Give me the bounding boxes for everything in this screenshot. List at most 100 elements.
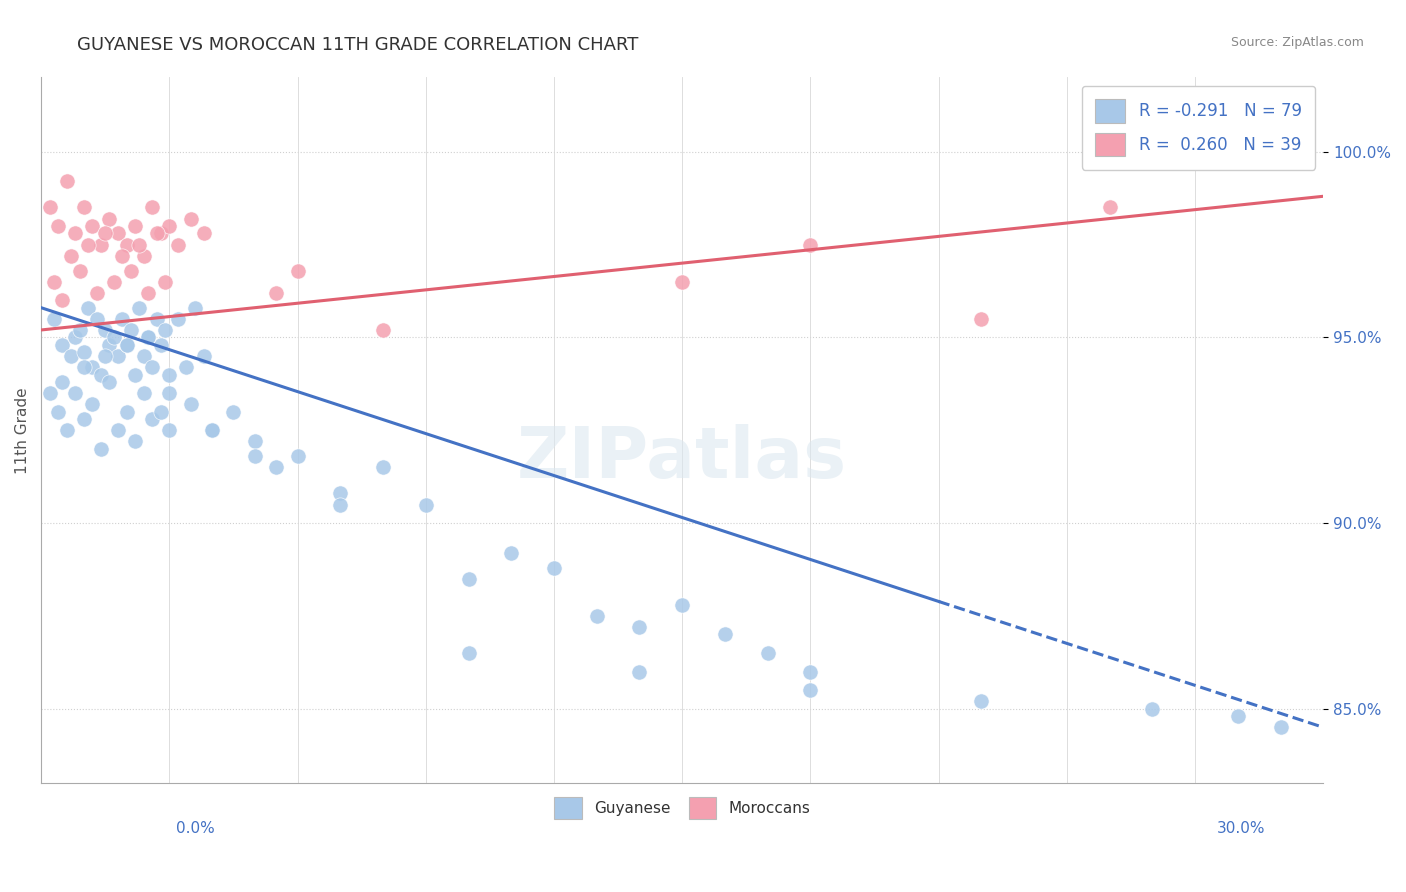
Point bbox=[73, 360, 96, 375]
Point bbox=[1142, 702, 1164, 716]
Point bbox=[714, 627, 737, 641]
Point bbox=[1226, 709, 1249, 723]
Point bbox=[107, 423, 129, 437]
Point bbox=[141, 201, 163, 215]
Point bbox=[77, 237, 100, 252]
Point bbox=[799, 683, 821, 698]
Point bbox=[243, 434, 266, 449]
Point bbox=[132, 349, 155, 363]
Point bbox=[82, 360, 104, 375]
Text: 0.0%: 0.0% bbox=[176, 821, 215, 836]
Point bbox=[457, 572, 479, 586]
Point bbox=[201, 423, 224, 437]
Point bbox=[799, 237, 821, 252]
Point bbox=[287, 449, 309, 463]
Point bbox=[415, 498, 437, 512]
Point bbox=[201, 423, 224, 437]
Point bbox=[132, 249, 155, 263]
Point bbox=[243, 449, 266, 463]
Point bbox=[149, 338, 172, 352]
Point bbox=[107, 227, 129, 241]
Point bbox=[38, 386, 60, 401]
Point bbox=[42, 311, 65, 326]
Point bbox=[180, 397, 202, 411]
Point bbox=[970, 694, 993, 708]
Point bbox=[111, 311, 134, 326]
Point bbox=[115, 237, 138, 252]
Point bbox=[55, 423, 77, 437]
Point bbox=[60, 349, 83, 363]
Point bbox=[103, 330, 125, 344]
Point bbox=[73, 201, 96, 215]
Point bbox=[585, 608, 607, 623]
Point bbox=[193, 227, 215, 241]
Point bbox=[157, 423, 180, 437]
Point bbox=[153, 275, 176, 289]
Point bbox=[94, 349, 117, 363]
Point bbox=[86, 285, 108, 300]
Point bbox=[371, 323, 394, 337]
Point bbox=[799, 665, 821, 679]
Point bbox=[157, 219, 180, 233]
Point bbox=[120, 323, 142, 337]
Point bbox=[98, 375, 121, 389]
Point bbox=[94, 323, 117, 337]
Point bbox=[69, 263, 91, 277]
Point bbox=[65, 227, 87, 241]
Point bbox=[86, 311, 108, 326]
Point bbox=[136, 330, 159, 344]
Point bbox=[51, 293, 73, 308]
Point bbox=[90, 368, 112, 382]
Point bbox=[124, 368, 146, 382]
Point bbox=[115, 338, 138, 352]
Point bbox=[149, 405, 172, 419]
Point bbox=[153, 323, 176, 337]
Point bbox=[51, 338, 73, 352]
Point bbox=[167, 237, 190, 252]
Point bbox=[124, 219, 146, 233]
Point bbox=[60, 249, 83, 263]
Point bbox=[176, 360, 198, 375]
Point bbox=[264, 460, 287, 475]
Point bbox=[329, 486, 352, 500]
Point bbox=[457, 646, 479, 660]
Point bbox=[73, 412, 96, 426]
Point bbox=[264, 285, 287, 300]
Point bbox=[501, 546, 523, 560]
Point bbox=[145, 311, 167, 326]
Point bbox=[157, 368, 180, 382]
Point bbox=[65, 386, 87, 401]
Text: Source: ZipAtlas.com: Source: ZipAtlas.com bbox=[1230, 36, 1364, 49]
Point bbox=[329, 498, 352, 512]
Legend: Guyanese, Moroccans: Guyanese, Moroccans bbox=[548, 791, 817, 825]
Point bbox=[65, 330, 87, 344]
Point bbox=[222, 405, 245, 419]
Point bbox=[69, 323, 91, 337]
Point bbox=[38, 201, 60, 215]
Point bbox=[1098, 201, 1121, 215]
Point bbox=[77, 301, 100, 315]
Point bbox=[115, 338, 138, 352]
Point bbox=[184, 301, 207, 315]
Point bbox=[46, 219, 69, 233]
Point bbox=[115, 405, 138, 419]
Point bbox=[73, 345, 96, 359]
Point bbox=[543, 560, 565, 574]
Point bbox=[42, 275, 65, 289]
Point bbox=[756, 646, 779, 660]
Point bbox=[136, 285, 159, 300]
Point bbox=[124, 434, 146, 449]
Point bbox=[628, 620, 651, 634]
Point bbox=[90, 442, 112, 456]
Point bbox=[193, 349, 215, 363]
Point bbox=[82, 219, 104, 233]
Point bbox=[128, 301, 150, 315]
Text: ZIPatlas: ZIPatlas bbox=[517, 424, 848, 493]
Point bbox=[1270, 720, 1292, 734]
Point bbox=[145, 227, 167, 241]
Point bbox=[82, 397, 104, 411]
Point bbox=[46, 405, 69, 419]
Point bbox=[141, 360, 163, 375]
Point bbox=[55, 174, 77, 188]
Point bbox=[628, 665, 651, 679]
